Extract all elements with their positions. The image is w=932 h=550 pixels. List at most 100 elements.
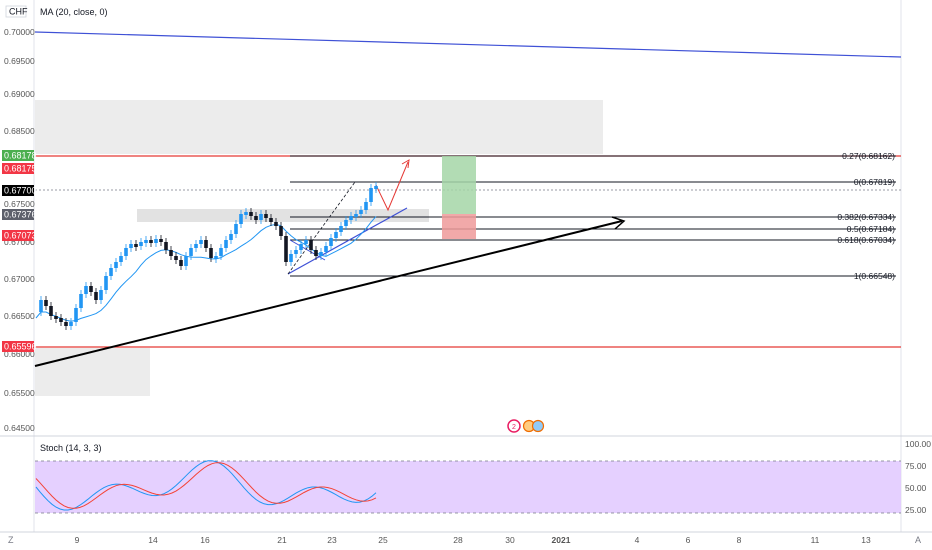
candle-body[interactable] [139,242,143,246]
candle-body[interactable] [174,256,178,260]
stoch-d-line[interactable] [35,462,377,509]
candle-body[interactable] [299,244,303,250]
candle-body[interactable] [284,236,288,262]
ma-indicator-title[interactable]: MA (20, close, 0) [40,7,108,17]
candle-body[interactable] [169,250,173,256]
projection-dashed [287,181,356,275]
candle-body[interactable] [49,306,53,316]
stoch-indicator-title[interactable]: Stoch (14, 3, 3) [40,443,102,453]
candle-body[interactable] [214,256,218,259]
timezone-button[interactable]: Z [8,535,14,545]
candle-body[interactable] [144,240,148,243]
take-profit-zone[interactable] [442,156,476,214]
candle-body[interactable] [114,262,118,268]
candle-body[interactable] [239,214,243,224]
candle-body[interactable] [119,256,123,262]
candle-body[interactable] [304,240,308,244]
candle-body[interactable] [44,300,48,306]
forecast-path[interactable] [375,161,409,212]
candle-body[interactable] [249,212,253,216]
candle-body[interactable] [234,224,238,234]
forecast-arrowhead [401,159,410,169]
supply-zone[interactable] [35,100,603,154]
price-tick: 0.68500 [4,126,35,136]
candle-body[interactable] [124,248,128,256]
candle-body[interactable] [69,322,73,326]
candle-body[interactable] [334,232,338,238]
stochastic-lines[interactable] [35,460,377,511]
earnings-icon[interactable] [507,419,521,433]
candle-body[interactable] [179,260,183,266]
candle-body[interactable] [104,276,108,290]
time-axis[interactable]: 9 14 16 21 23 25 28 30 2021 4 6 8 11 13 [75,535,871,545]
candle-body[interactable] [289,254,293,262]
candle-body[interactable] [64,322,68,326]
candle-body[interactable] [194,244,198,248]
demand-zone-low[interactable] [35,348,150,396]
candle-body[interactable] [99,290,103,300]
candle-body[interactable] [94,292,98,300]
support-trendline[interactable] [287,207,408,275]
candle-body[interactable] [344,220,348,226]
candle-body[interactable] [54,316,58,319]
candle-body[interactable] [154,239,158,243]
candle-body[interactable] [89,286,93,292]
fibonacci-retracement[interactable]: 0.27(0.68162) 0(0.67819) 0.382(0.67334) … [290,151,896,281]
candle-body[interactable] [59,318,63,322]
candle-body[interactable] [74,308,78,322]
candle-body[interactable] [369,188,373,202]
date-tick: 13 [861,535,871,545]
candle-body[interactable] [149,240,153,243]
flag-icon[interactable] [531,419,545,433]
candle-body[interactable] [324,246,328,252]
candle-body[interactable] [314,250,318,256]
auto-scale-button[interactable]: A [915,535,921,545]
candle-body[interactable] [39,300,43,312]
candle-body[interactable] [204,240,208,248]
candle-body[interactable] [354,214,358,217]
candle-body[interactable] [339,226,343,232]
candle-body[interactable] [219,248,223,256]
candle-body[interactable] [184,256,188,266]
candle-body[interactable] [254,216,258,220]
candle-body[interactable] [159,239,163,242]
triangle-lower-line[interactable] [289,239,326,261]
candle-body[interactable] [199,240,203,244]
candle-body[interactable] [209,248,213,258]
descending-trendline[interactable] [34,31,902,58]
candle-body[interactable] [224,240,228,248]
stop-loss-zone[interactable] [442,214,476,239]
candle-body[interactable] [109,268,113,276]
events-badge[interactable]: 2 [507,419,545,433]
candle-body[interactable] [319,252,323,256]
ascending-trendline[interactable] [34,220,623,367]
candle-body[interactable] [129,244,133,248]
candle-body[interactable] [374,186,378,189]
candle-body[interactable] [274,222,278,226]
candle-body[interactable] [364,202,368,210]
candle-body[interactable] [359,210,363,214]
candle-body[interactable] [264,214,268,218]
candle-body[interactable] [84,286,88,294]
candle-body[interactable] [244,212,248,215]
candle-body[interactable] [164,242,168,250]
candle-body[interactable] [329,238,333,246]
candle-body[interactable] [79,294,83,308]
candle-body[interactable] [134,244,138,247]
candle-body[interactable] [259,214,263,220]
candle-body[interactable] [269,218,273,222]
candlesticks[interactable] [39,182,378,330]
candle-body[interactable] [309,240,313,250]
candle-body[interactable] [189,248,193,256]
price-axis[interactable]: 0.70000 0.69500 0.69000 0.68500 0.67000 … [4,27,35,433]
tag-text: 0.65596 [4,342,37,352]
candle-body[interactable] [349,216,353,220]
tag-text: 0.68178 [4,151,37,161]
candle-body[interactable] [279,226,283,236]
date-tick: 28 [453,535,463,545]
candle-body[interactable] [229,234,233,240]
tag-text: 0.67700 [4,186,37,196]
candle-body[interactable] [294,250,298,254]
